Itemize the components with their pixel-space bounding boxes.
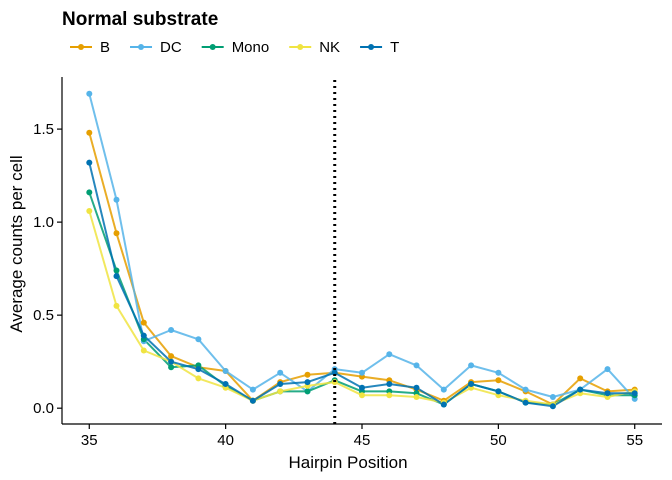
data-point-dc: [495, 369, 502, 376]
data-point-dc: [359, 369, 365, 376]
data-point-dc: [468, 362, 475, 369]
legend-item-b: B: [70, 39, 110, 56]
data-point-dc: [440, 386, 447, 393]
data-point-t: [631, 390, 638, 397]
data-point-b: [577, 375, 584, 382]
data-point-b: [495, 377, 502, 384]
data-point-nk: [359, 392, 365, 399]
data-point-t: [86, 159, 93, 166]
data-point-t: [277, 381, 284, 387]
legend-swatch-point: [138, 44, 145, 50]
data-point-t: [113, 273, 120, 280]
legend-swatch-point: [368, 44, 375, 50]
data-point-t: [549, 403, 556, 410]
data-point-t: [195, 366, 202, 373]
data-point-nk: [195, 375, 202, 382]
data-point-nk: [413, 394, 420, 400]
legend-item-t: T: [360, 39, 399, 56]
data-point-dc: [113, 196, 120, 203]
data-point-t: [495, 388, 502, 395]
data-point-dc: [249, 386, 256, 393]
legend-swatch-point: [209, 44, 216, 50]
plot-area: [86, 80, 638, 424]
data-point-dc: [222, 368, 229, 374]
data-point-b: [140, 319, 147, 326]
data-point-nk: [113, 302, 120, 309]
data-point-t: [359, 384, 365, 391]
legend-swatch-point: [78, 44, 84, 50]
data-point-dc: [277, 369, 284, 376]
y-tick-label: 1.5: [33, 121, 54, 138]
legend-label: Mono: [232, 39, 270, 56]
data-point-t: [140, 332, 147, 339]
data-point-mono: [86, 189, 93, 196]
legend: B DC Mono NK T: [70, 39, 399, 56]
data-point-nk: [277, 388, 284, 395]
data-point-dc: [386, 351, 393, 358]
data-point-t: [413, 384, 420, 391]
data-point-nk: [140, 347, 147, 354]
legend-label: B: [100, 39, 110, 56]
data-point-nk: [386, 392, 393, 399]
data-point-t: [604, 390, 611, 397]
data-point-dc: [195, 336, 202, 343]
legend-item-mono: Mono: [201, 39, 270, 56]
data-point-mono: [113, 267, 120, 274]
data-point-dc: [549, 394, 556, 400]
data-point-dc: [86, 90, 93, 97]
data-point-t: [577, 386, 584, 393]
data-point-b: [113, 230, 120, 237]
data-point-mono: [304, 388, 311, 395]
data-point-t: [222, 381, 229, 387]
data-point-t: [522, 399, 529, 406]
x-tick-label: 45: [354, 432, 371, 449]
data-point-t: [386, 381, 393, 387]
x-tick-label: 55: [626, 432, 643, 449]
data-point-dc: [168, 327, 175, 333]
data-point-dc: [604, 366, 611, 373]
legend-label: DC: [160, 39, 182, 56]
legend-label: NK: [319, 39, 340, 56]
data-point-nk: [86, 208, 93, 214]
data-point-t: [440, 401, 447, 408]
y-tick-label: 0.0: [33, 400, 54, 417]
x-axis-title: Hairpin Position: [288, 453, 407, 472]
y-axis-title: Average counts per cell: [7, 155, 26, 332]
x-tick-label: 35: [81, 432, 98, 449]
data-point-b: [168, 353, 175, 360]
legend-swatch-point: [297, 44, 304, 50]
legend-item-nk: NK: [289, 39, 340, 56]
x-tick-label: 40: [217, 432, 234, 449]
data-point-dc: [413, 362, 420, 369]
data-point-t: [168, 358, 175, 365]
data-point-dc: [522, 386, 529, 393]
data-point-b: [86, 129, 93, 136]
y-tick-label: 0.5: [33, 307, 54, 324]
data-point-t: [468, 381, 475, 387]
y-tick-label: 1.0: [33, 214, 54, 231]
x-tick-label: 50: [490, 432, 507, 449]
data-point-mono: [168, 364, 175, 371]
data-point-b: [304, 371, 311, 378]
chart-title: Normal substrate: [62, 9, 218, 30]
legend-label: T: [390, 39, 399, 56]
legend-item-dc: DC: [130, 39, 182, 56]
data-point-t: [249, 397, 256, 404]
axes: 35 40 45 50 55 0.0 0.5 1.0 1.5: [33, 77, 662, 449]
data-point-t: [304, 379, 311, 386]
